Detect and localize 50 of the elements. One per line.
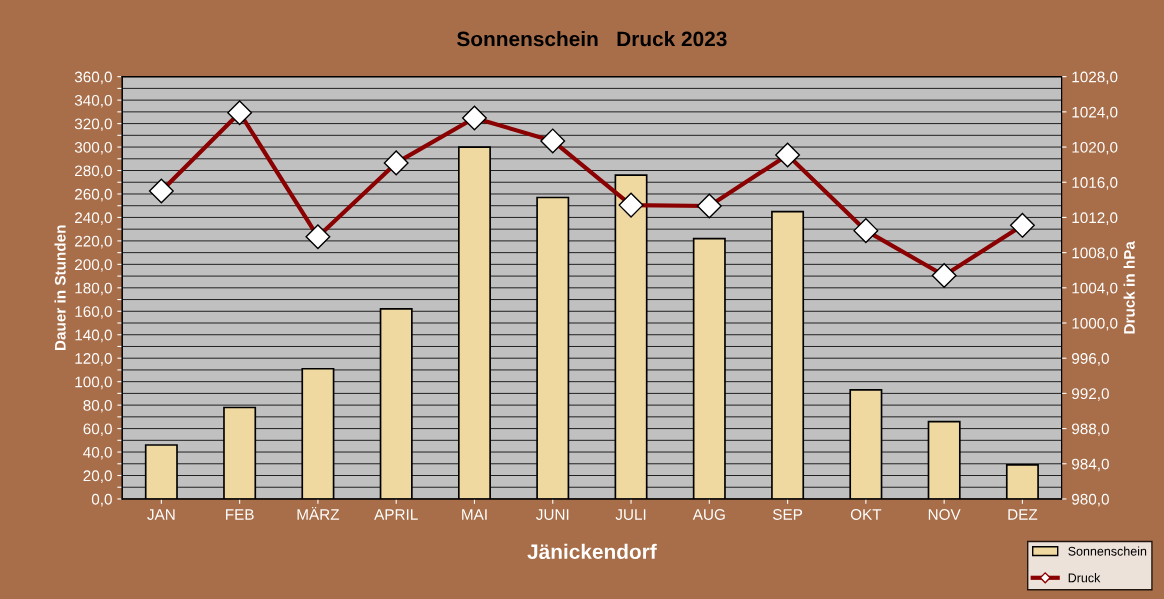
x-axis-title: Jänickendorf bbox=[527, 543, 657, 560]
y-tick-label: 0,0 bbox=[91, 493, 112, 507]
legend-label: Druck bbox=[1068, 573, 1101, 583]
y-tick-label: 360,0 bbox=[74, 71, 112, 85]
x-tick-label: JUNI bbox=[536, 509, 569, 520]
x-tick-label: JULI bbox=[615, 509, 646, 520]
y2-tick-label: 1028,0 bbox=[1072, 71, 1118, 85]
y-tick-label: 220,0 bbox=[75, 235, 112, 249]
x-tick-label: APRIL bbox=[374, 509, 418, 520]
x-tick-label: FEB bbox=[226, 509, 254, 520]
y-tick-label: 200,0 bbox=[75, 259, 112, 272]
y-tick-label: 260,0 bbox=[75, 188, 112, 202]
y2-tick-label: 1016,0 bbox=[1072, 177, 1118, 190]
y2-tick-label: 988,0 bbox=[1072, 423, 1109, 437]
chart-title: Sonnenschein Druck 2023 bbox=[457, 31, 727, 47]
x-tick-label: SEP bbox=[773, 509, 803, 520]
y2-tick-label: 992,0 bbox=[1072, 388, 1109, 401]
x-tick-label: MAI bbox=[462, 509, 487, 520]
y-axis-title: Dauer in Stunden bbox=[54, 225, 66, 351]
x-tick-label: JAN bbox=[147, 509, 175, 520]
legend-label: Sonnenschein bbox=[1068, 546, 1147, 556]
y-tick-label: 300,0 bbox=[74, 141, 112, 155]
y-tick-label: 60,0 bbox=[83, 423, 112, 437]
y-tick-label: 100,0 bbox=[75, 376, 112, 390]
y-tick-label: 140,0 bbox=[75, 329, 112, 343]
y2-axis-title: Druck in hPa bbox=[1123, 241, 1135, 334]
y2-tick-label: 1000,0 bbox=[1072, 317, 1118, 331]
y-tick-label: 40,0 bbox=[83, 446, 112, 460]
y2-tick-label: 1004,0 bbox=[1072, 282, 1118, 296]
y-tick-label: 240,0 bbox=[75, 212, 112, 225]
y-tick-label: 180,0 bbox=[75, 282, 112, 296]
y2-tick-label: 984,0 bbox=[1072, 458, 1109, 472]
y-tick-label: 320,0 bbox=[74, 118, 112, 132]
y-tick-label: 120,0 bbox=[75, 353, 112, 366]
y2-tick-label: 996,0 bbox=[1072, 353, 1109, 366]
y-tick-label: 20,0 bbox=[83, 470, 112, 483]
y2-tick-label: 1012,0 bbox=[1072, 212, 1118, 225]
x-tick-label: DEZ bbox=[1008, 509, 1038, 520]
x-tick-label: MÄRZ bbox=[297, 506, 340, 520]
x-tick-label: AUG bbox=[692, 509, 725, 520]
y2-tick-label: 1008,0 bbox=[1072, 247, 1118, 261]
y-tick-label: 80,0 bbox=[83, 399, 112, 413]
y-tick-label: 160,0 bbox=[75, 306, 112, 319]
x-tick-label: OKT bbox=[850, 509, 882, 520]
y2-tick-label: 1020,0 bbox=[1072, 141, 1118, 155]
y-tick-label: 340,0 bbox=[74, 95, 112, 108]
y-tick-label: 280,0 bbox=[75, 165, 112, 179]
y2-tick-label: 980,0 bbox=[1072, 493, 1109, 507]
y2-tick-label: 1024,0 bbox=[1072, 106, 1118, 120]
x-tick-label: NOV bbox=[928, 509, 961, 520]
